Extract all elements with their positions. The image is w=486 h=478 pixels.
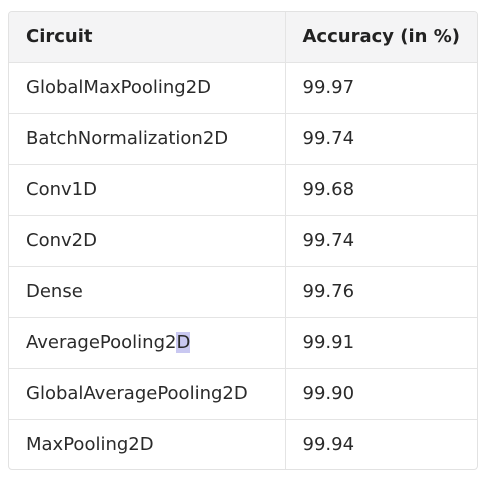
table-row: AveragePooling2D 99.91 (9, 317, 477, 369)
accuracy-cell: 99.97 (285, 62, 477, 114)
table-row: MaxPooling2D 99.94 (9, 419, 477, 469)
accuracy-cell: 99.94 (302, 434, 355, 456)
column-header-circuit: Circuit (9, 12, 286, 63)
accuracy-cell: 99.74 (285, 113, 477, 165)
column-header-accuracy: Accuracy (in %) (285, 12, 477, 63)
circuit-cell: MaxPooling2D (9, 419, 286, 469)
accuracy-cell: 99.68 (285, 164, 477, 216)
table-row: BatchNormalization2D 99.74 (9, 113, 477, 165)
circuit-cell: GlobalAveragePooling2D (9, 368, 286, 420)
circuit-cell: GlobalMaxPooling2D (9, 62, 286, 114)
results-table-container: Circuit Accuracy (in %) GlobalMaxPooling… (8, 11, 478, 470)
accuracy-cell: 99.91 (285, 317, 477, 369)
accuracy-cell: 99.74 (285, 215, 477, 267)
circuit-text: AveragePooling2 (26, 332, 177, 353)
table-row: Conv2D 99.74 (9, 215, 477, 267)
results-table: Circuit Accuracy (in %) GlobalMaxPooling… (9, 12, 477, 469)
table-row: Dense 99.76 (9, 266, 477, 318)
circuit-cell: BatchNormalization2D (9, 113, 286, 165)
circuit-cell: Conv1D (9, 164, 286, 216)
accuracy-cell: 99.90 (285, 368, 477, 420)
circuit-cell: AveragePooling2D (9, 317, 286, 369)
table-row: Conv1D 99.68 (9, 164, 477, 216)
circuit-cell: Dense (9, 266, 286, 318)
accuracy-cell: 99.76 (285, 266, 477, 318)
table-row: GlobalMaxPooling2D 99.97 (9, 62, 477, 114)
circuit-cell: Conv2D (9, 215, 286, 267)
table-row: GlobalAveragePooling2D 99.90 (9, 368, 477, 420)
text-selection-highlight: D (176, 332, 191, 353)
table-header-row: Circuit Accuracy (in %) (9, 12, 477, 63)
